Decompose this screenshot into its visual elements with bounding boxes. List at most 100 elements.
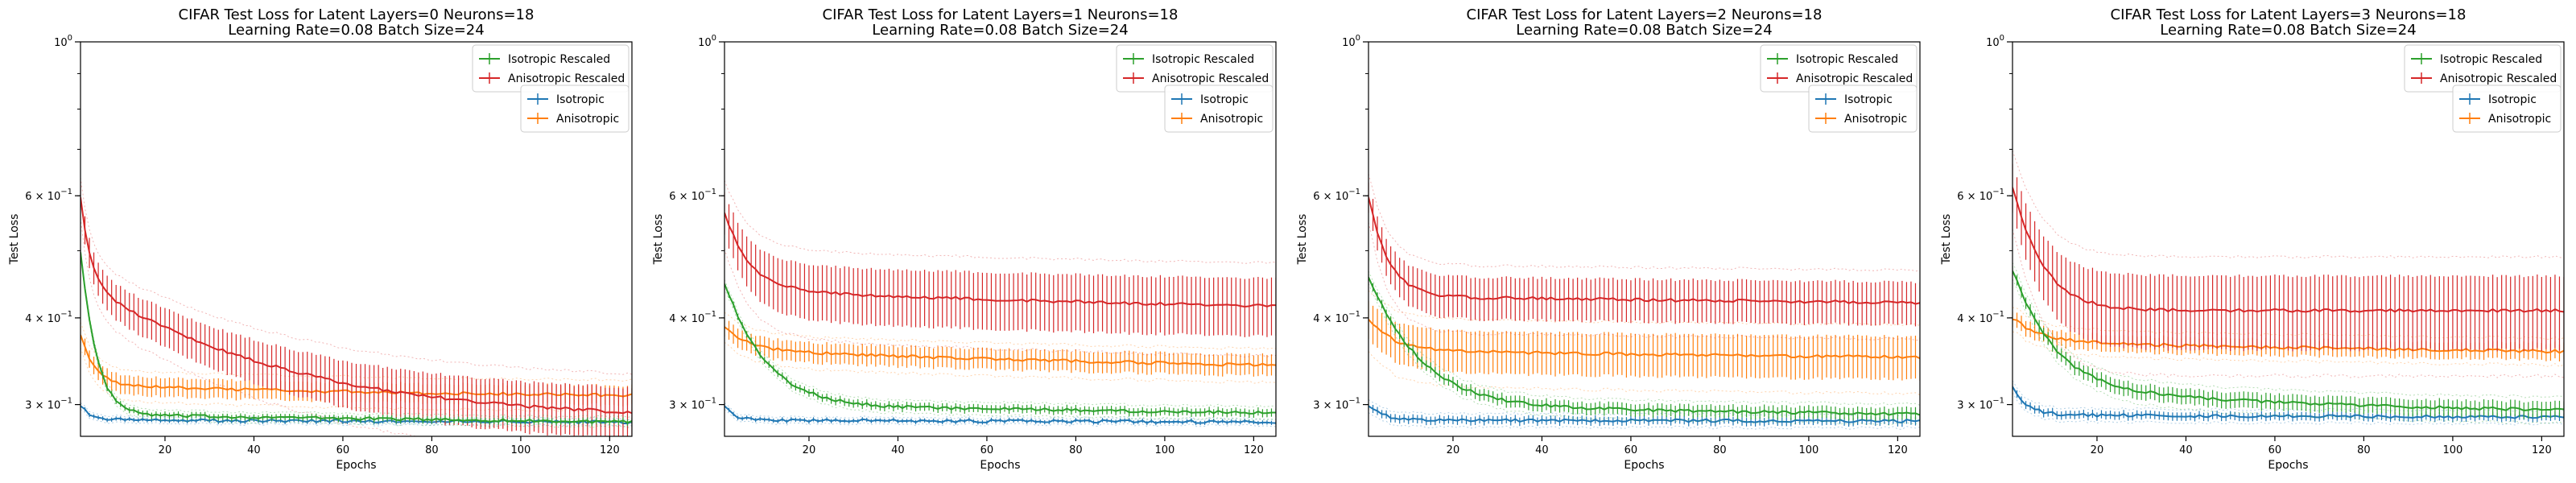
series-upper-envelope	[724, 402, 1276, 420]
legend-label: Anisotropic	[556, 113, 619, 126]
x-tick-label: 80	[425, 444, 439, 456]
x-tick-label: 60	[336, 444, 350, 456]
x-tick-label: 60	[1624, 444, 1638, 456]
y-tick-exponent: 0	[1356, 34, 1360, 43]
series-lower-envelope	[80, 217, 632, 436]
legend-label: Anisotropic Rescaled	[1796, 72, 1913, 85]
series-isotropic-rescaled	[80, 249, 632, 429]
x-tick-label: 20	[159, 444, 172, 456]
chart-title: CIFAR Test Loss for Latent Layers=1 Neur…	[823, 6, 1179, 23]
series-isotropic-rescaled	[2013, 262, 2564, 425]
y-tick-exponent: −1	[60, 310, 72, 319]
series-line	[1368, 405, 1920, 423]
x-tick-label: 100	[1154, 444, 1174, 456]
subplot-1: CIFAR Test Loss for Latent Layers=1 Neur…	[652, 6, 1277, 472]
x-axis-label: Epochs	[336, 459, 376, 472]
series-upper-envelope	[2013, 150, 2564, 259]
legend-label: Isotropic	[1844, 93, 1893, 106]
series-upper-envelope	[1368, 270, 1920, 406]
plot-area	[80, 177, 632, 436]
y-axis-label: Test Loss	[1940, 214, 1953, 266]
legend-box	[2452, 85, 2562, 133]
x-axis-label: Epochs	[980, 459, 1020, 472]
y-tick-label: 3 × 10−1	[1957, 397, 2004, 412]
y-tick-base: 10	[54, 37, 68, 49]
y-tick-label: 4 × 10−1	[669, 310, 716, 325]
series-anisotropic	[724, 312, 1276, 384]
plot-area	[724, 180, 1276, 427]
series-lower-envelope	[80, 254, 632, 429]
y-tick-label: 100	[1986, 34, 2004, 49]
y-tick-label: 6 × 10−1	[25, 188, 72, 203]
y-tick-exponent: −1	[1348, 188, 1360, 196]
legend-label: Anisotropic	[2488, 113, 2551, 126]
y-tick-label: 100	[698, 34, 716, 49]
y-axis-label: Test Loss	[8, 214, 21, 266]
series-upper-envelope	[1368, 173, 1920, 272]
legend-label: Isotropic	[1200, 93, 1249, 106]
series-line	[1368, 277, 1920, 416]
series-upper-envelope	[724, 180, 1276, 264]
series-isotropic	[1368, 399, 1920, 430]
y-tick-base: 3 × 10	[1313, 400, 1348, 412]
x-axis-label: Epochs	[1624, 459, 1664, 472]
y-tick-label: 4 × 10−1	[1313, 310, 1360, 325]
subplot-3: CIFAR Test Loss for Latent Layers=3 Neur…	[1940, 6, 2565, 472]
legend-label: Anisotropic Rescaled	[508, 72, 625, 85]
series-upper-envelope	[80, 177, 632, 375]
y-tick-label: 6 × 10−1	[1313, 188, 1360, 203]
series-anisotropic-rescaled	[2013, 150, 2564, 378]
legend-raw: Isotropic Anisotropic	[1164, 85, 1274, 133]
legend-label: Isotropic Rescaled	[1152, 53, 1254, 66]
legend-box	[1164, 85, 1274, 133]
series-anisotropic-rescaled	[80, 177, 632, 436]
plot-frame	[2012, 41, 2565, 437]
y-tick-base: 10	[698, 37, 712, 49]
series-lower-envelope	[1368, 222, 1920, 341]
series-line	[724, 405, 1276, 424]
series-upper-envelope	[1368, 399, 1920, 417]
x-tick-label: 100	[1798, 444, 1818, 456]
chart-subtitle: Learning Rate=0.08 Batch Size=24	[2160, 22, 2416, 39]
legend-rescaled: Isotropic Rescaled Anisotropic Rescaled	[472, 44, 630, 93]
series-line	[80, 196, 632, 415]
chart-subtitle: Learning Rate=0.08 Batch Size=24	[228, 22, 484, 39]
y-tick-exponent: −1	[1992, 188, 2004, 196]
series-lower-envelope	[724, 287, 1276, 421]
y-tick-exponent: −1	[1992, 397, 2004, 406]
plot-area	[2013, 150, 2564, 426]
x-tick-label: 80	[2357, 444, 2371, 456]
legend-rescaled: Isotropic Rescaled Anisotropic Rescaled	[1760, 44, 1918, 93]
plot-frame	[724, 41, 1277, 437]
x-tick-label: 120	[2532, 444, 2552, 456]
y-tick-label: 100	[1342, 34, 1360, 49]
y-tick-exponent: 0	[2000, 34, 2004, 43]
series-lower-envelope	[2013, 392, 2564, 426]
series-lower-envelope	[80, 409, 632, 427]
series-anisotropic	[1368, 290, 1920, 396]
chart-title: CIFAR Test Loss for Latent Layers=3 Neur…	[2111, 6, 2467, 23]
y-tick-exponent: −1	[60, 397, 72, 406]
x-axis-label: Epochs	[2268, 459, 2308, 472]
x-tick-label: 80	[1069, 444, 1083, 456]
series-anisotropic-rescaled	[1368, 173, 1920, 341]
series-lower-envelope	[1368, 283, 1920, 426]
y-tick-label: 6 × 10−1	[669, 188, 716, 203]
series-line	[724, 326, 1276, 367]
series-line	[724, 283, 1276, 415]
series-lower-envelope	[2013, 279, 2564, 425]
x-tick-label: 100	[510, 444, 530, 456]
y-tick-base: 10	[1342, 37, 1356, 49]
x-tick-label: 100	[2442, 444, 2462, 456]
subplot-0: CIFAR Test Loss for Latent Layers=0 Neur…	[8, 6, 633, 472]
y-tick-base: 6 × 10	[1313, 191, 1348, 203]
legend-raw: Isotropic Anisotropic	[1808, 85, 1918, 133]
series-line	[2013, 187, 2564, 313]
x-tick-label: 20	[803, 444, 816, 456]
y-tick-label: 3 × 10−1	[1313, 397, 1360, 412]
series-isotropic-rescaled	[1368, 270, 1920, 426]
legend-label: Anisotropic	[1844, 113, 1907, 126]
y-tick-label: 4 × 10−1	[25, 310, 72, 325]
legend-rescaled: Isotropic Rescaled Anisotropic Rescaled	[1116, 44, 1274, 93]
y-tick-label: 3 × 10−1	[25, 397, 72, 412]
